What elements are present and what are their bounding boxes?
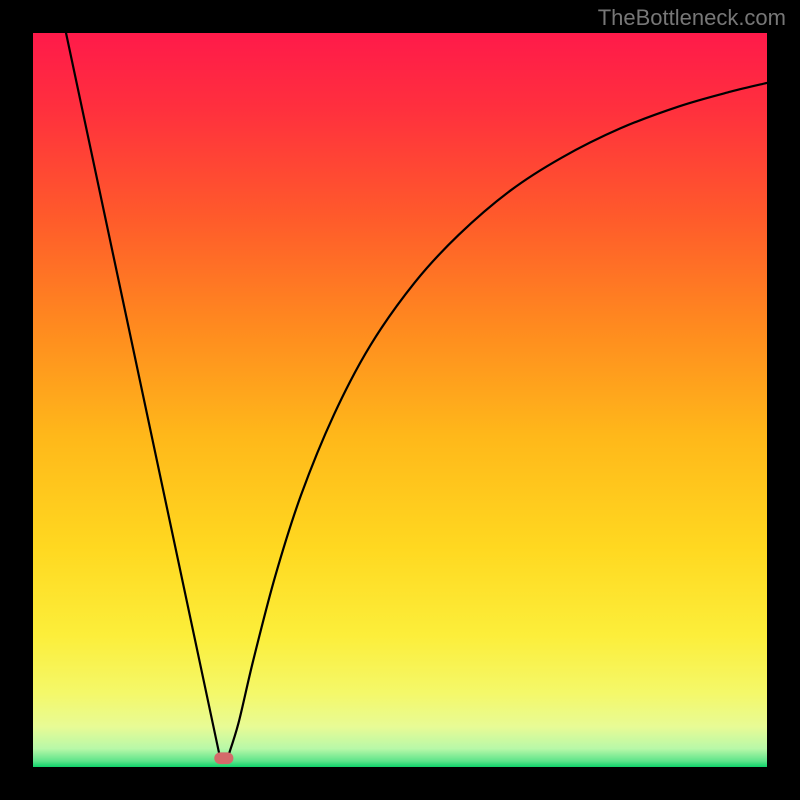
bottleneck-plot — [33, 33, 767, 767]
chart-frame: TheBottleneck.com — [0, 0, 800, 800]
bottleneck-marker — [214, 752, 233, 764]
watermark-text: TheBottleneck.com — [598, 5, 786, 31]
